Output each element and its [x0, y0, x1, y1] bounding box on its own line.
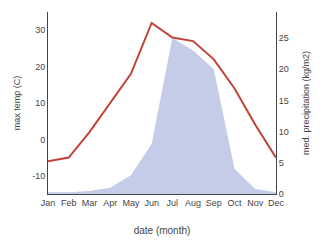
svg-text:20: 20: [35, 62, 45, 72]
svg-text:-10: -10: [32, 171, 45, 181]
svg-text:Dec: Dec: [268, 198, 285, 208]
svg-text:max temp (C): max temp (C): [12, 76, 22, 131]
svg-text:Mar: Mar: [82, 198, 98, 208]
svg-text:Aug: Aug: [185, 198, 201, 208]
svg-text:Sep: Sep: [206, 198, 222, 208]
svg-text:May: May: [122, 198, 140, 208]
svg-text:30: 30: [35, 25, 45, 35]
svg-text:0: 0: [279, 189, 284, 199]
svg-text:Feb: Feb: [61, 198, 77, 208]
svg-text:10: 10: [35, 98, 45, 108]
svg-text:5: 5: [279, 158, 284, 168]
svg-text:20: 20: [279, 64, 289, 74]
svg-text:Jan: Jan: [41, 198, 56, 208]
svg-text:10: 10: [279, 127, 289, 137]
svg-text:date (month): date (month): [134, 225, 191, 236]
svg-text:Oct: Oct: [228, 198, 243, 208]
svg-text:Nov: Nov: [247, 198, 264, 208]
svg-text:med. precipitation (kg/m2): med. precipitation (kg/m2): [301, 51, 311, 155]
svg-text:15: 15: [279, 96, 289, 106]
svg-text:Jul: Jul: [167, 198, 179, 208]
svg-text:Apr: Apr: [103, 198, 117, 208]
svg-text:25: 25: [279, 33, 289, 43]
svg-text:Jun: Jun: [144, 198, 159, 208]
svg-text:0: 0: [40, 135, 45, 145]
